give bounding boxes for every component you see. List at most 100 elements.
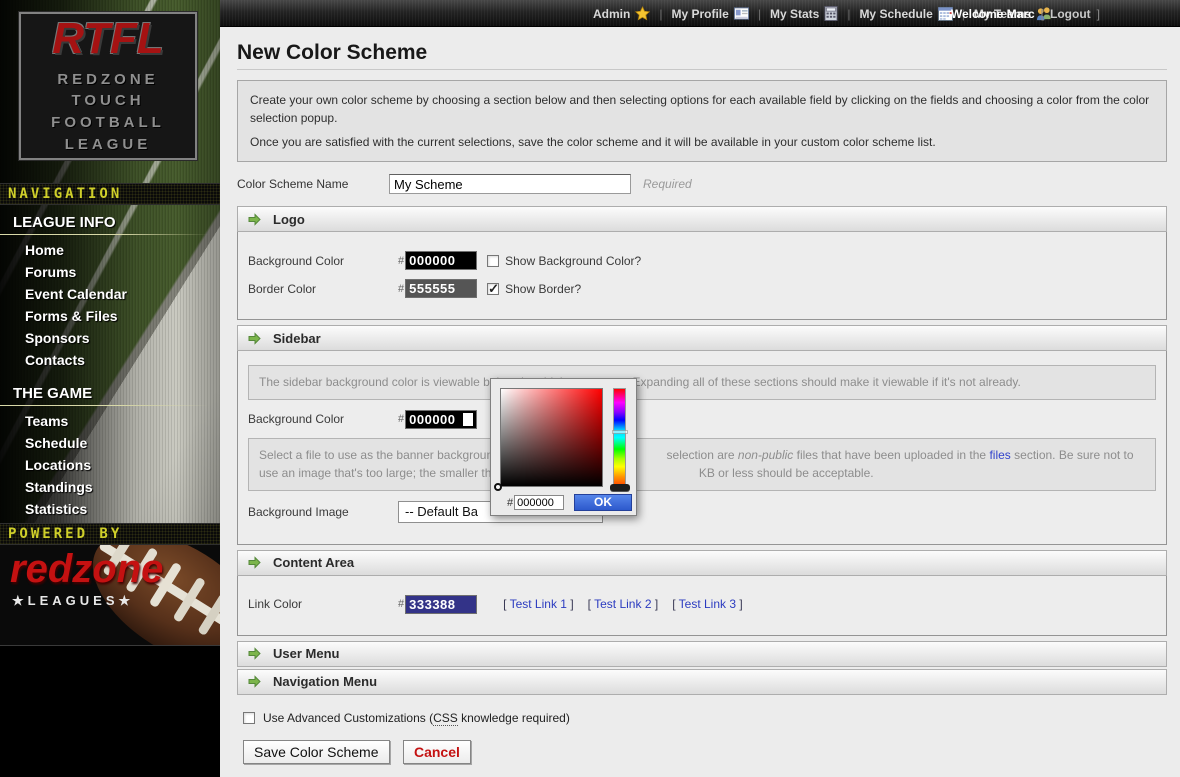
intro-box: Create your own color scheme by choosing… (237, 80, 1167, 162)
field-row: Background Color # 000000 (248, 409, 1156, 429)
sidebar-item-contacts[interactable]: Contacts (25, 352, 85, 368)
page-title: New Color Scheme (237, 41, 428, 64)
sidebar-item-standings[interactable]: Standings (25, 479, 93, 495)
section-title: User Menu (273, 646, 340, 662)
heading-divider (0, 234, 220, 235)
menu-separator: | (757, 6, 761, 21)
sidebar-item-statistics[interactable]: Statistics (25, 501, 88, 517)
expand-arrow-icon (248, 212, 261, 226)
scheme-name-label: Color Scheme Name (237, 177, 349, 191)
calendar-icon (937, 6, 953, 21)
top-user-bar: Admin | My Profile | My Stats | My Sched… (220, 0, 1180, 27)
test-link-3[interactable]: Test Link 3 (678, 597, 737, 612)
text-selection-block (462, 412, 474, 426)
title-divider (237, 69, 1167, 70)
hex-color-input[interactable] (514, 495, 565, 510)
scheme-name-input[interactable] (389, 174, 631, 194)
top-menu: Admin | My Profile | My Stats | My Sched… (593, 0, 1052, 27)
bracket: ] (1096, 6, 1100, 21)
field-label: Background Color (248, 412, 345, 427)
bracket: ] (739, 597, 743, 612)
section-title: Logo (273, 211, 305, 227)
hash-prefix: # (398, 254, 405, 267)
logo-acronym: RTFL (52, 13, 164, 63)
test-link-2[interactable]: Test Link 2 (594, 597, 652, 612)
test-link-1[interactable]: Test Link 1 (509, 597, 567, 612)
menu-separator: | (847, 6, 851, 21)
show-background-color-checkbox[interactable] (487, 254, 500, 267)
save-color-scheme-button[interactable]: Save Color Scheme (243, 739, 390, 764)
ok-button[interactable]: OK (574, 494, 632, 511)
redzone-brand-text: redzone (10, 547, 164, 591)
cancel-button[interactable]: Cancel (402, 739, 471, 764)
bracket: ] (654, 597, 659, 612)
bracket: [ (1040, 6, 1044, 21)
the-game-heading: THE GAME (13, 385, 93, 402)
show-border-checkbox[interactable] (487, 281, 500, 297)
saturation-value-area[interactable] (500, 388, 603, 487)
sidebar-item-home[interactable]: Home (25, 242, 64, 258)
sidebar-item-teams[interactable]: Teams (25, 413, 69, 429)
menu-my-teams[interactable]: My Teams (974, 6, 1052, 21)
welcome-area: Welcome Marc [ Logout ] (951, 0, 1100, 27)
logo-section-header[interactable]: Logo (237, 206, 1167, 232)
hash-prefix: # (398, 413, 405, 426)
picker-controls: # OK (507, 494, 632, 511)
league-sidebar: RTFL REDZONE TOUCH FOOTBALL LEAGUE NAVIG… (0, 0, 220, 777)
logout-link[interactable]: Logout (1050, 6, 1091, 21)
menu-admin[interactable]: Admin (593, 6, 651, 21)
advanced-customizations-checkbox[interactable] (243, 711, 255, 724)
logo-background-color-input[interactable]: 000000 (405, 251, 478, 270)
color-value: 000000 (409, 411, 456, 427)
intro-paragraph: Create your own color scheme by choosing… (250, 93, 1150, 125)
sidebar-item-event-calendar[interactable]: Event Calendar (25, 286, 127, 302)
sidebar-background-color-input[interactable]: 000000 (405, 409, 478, 429)
note-text: non-public (737, 447, 794, 462)
link-color-input[interactable]: 333388 (405, 594, 478, 614)
menu-label: Admin (593, 6, 631, 21)
hue-slider-handle[interactable] (610, 484, 630, 491)
bracket: ] (570, 597, 574, 612)
sidebar-note: The sidebar background color is viewable… (248, 365, 1156, 400)
logo-border-color-input[interactable]: 555555 (405, 279, 478, 298)
sidebar-item-forms-files[interactable]: Forms & Files (25, 308, 118, 324)
menu-label: My Stats (769, 6, 820, 21)
files-link[interactable]: files (989, 447, 1011, 462)
hue-slider-mark (612, 429, 628, 434)
leagues-brand-text: ★LEAGUES★ (12, 593, 135, 608)
field-row: Background Color # 000000 Show Backgroun… (248, 251, 1156, 270)
sidebar-item-locations[interactable]: Locations (25, 457, 92, 473)
scheme-name-row: Color Scheme Name Required (237, 174, 1167, 194)
menu-my-stats[interactable]: My Stats (770, 6, 838, 21)
advanced-label: Use Advanced Customizations (CSS knowled… (263, 710, 570, 726)
color-value: 555555 (409, 281, 456, 296)
menu-my-schedule[interactable]: My Schedule (859, 6, 953, 21)
navigation-menu-section-header[interactable]: Navigation Menu (237, 668, 1167, 695)
intro-paragraph: Once you are satisfied with the current … (250, 135, 936, 149)
bracket: [ (503, 597, 507, 612)
hash-prefix: # (398, 598, 405, 611)
sidebar-item-sponsors[interactable]: Sponsors (25, 330, 90, 346)
css-abbr: CSS (433, 710, 458, 726)
menu-my-profile[interactable]: My Profile (671, 7, 749, 21)
hue-slider[interactable] (610, 388, 630, 491)
section-title: Navigation Menu (273, 674, 378, 690)
advanced-label-pre: Use Advanced Customizations ( (263, 710, 434, 725)
checkbox-label: Show Background Color? (505, 253, 642, 268)
content-area-section-header[interactable]: Content Area (237, 549, 1167, 576)
color-value: 333388 (409, 596, 456, 612)
logo-line: REDZONE (57, 70, 159, 88)
user-menu-section-header[interactable]: User Menu (237, 640, 1167, 667)
color-cursor-ring[interactable] (494, 483, 502, 491)
sidebar-section-header[interactable]: Sidebar (237, 325, 1167, 351)
field-row: Border Color # 555555 Show Border? (248, 279, 1156, 298)
sidebar-navigation: LEAGUE INFO Home Forums Event Calendar F… (0, 210, 220, 520)
sidebar-section: Sidebar The sidebar background color is … (237, 325, 1167, 545)
field-label: Background Color (248, 253, 345, 268)
bracket: [ (587, 597, 591, 612)
sidebar-item-forums[interactable]: Forums (25, 264, 77, 280)
color-picker-popup: # OK (490, 378, 637, 516)
sidebar-item-schedule[interactable]: Schedule (25, 435, 88, 451)
logo-line: LEAGUE (64, 135, 152, 153)
